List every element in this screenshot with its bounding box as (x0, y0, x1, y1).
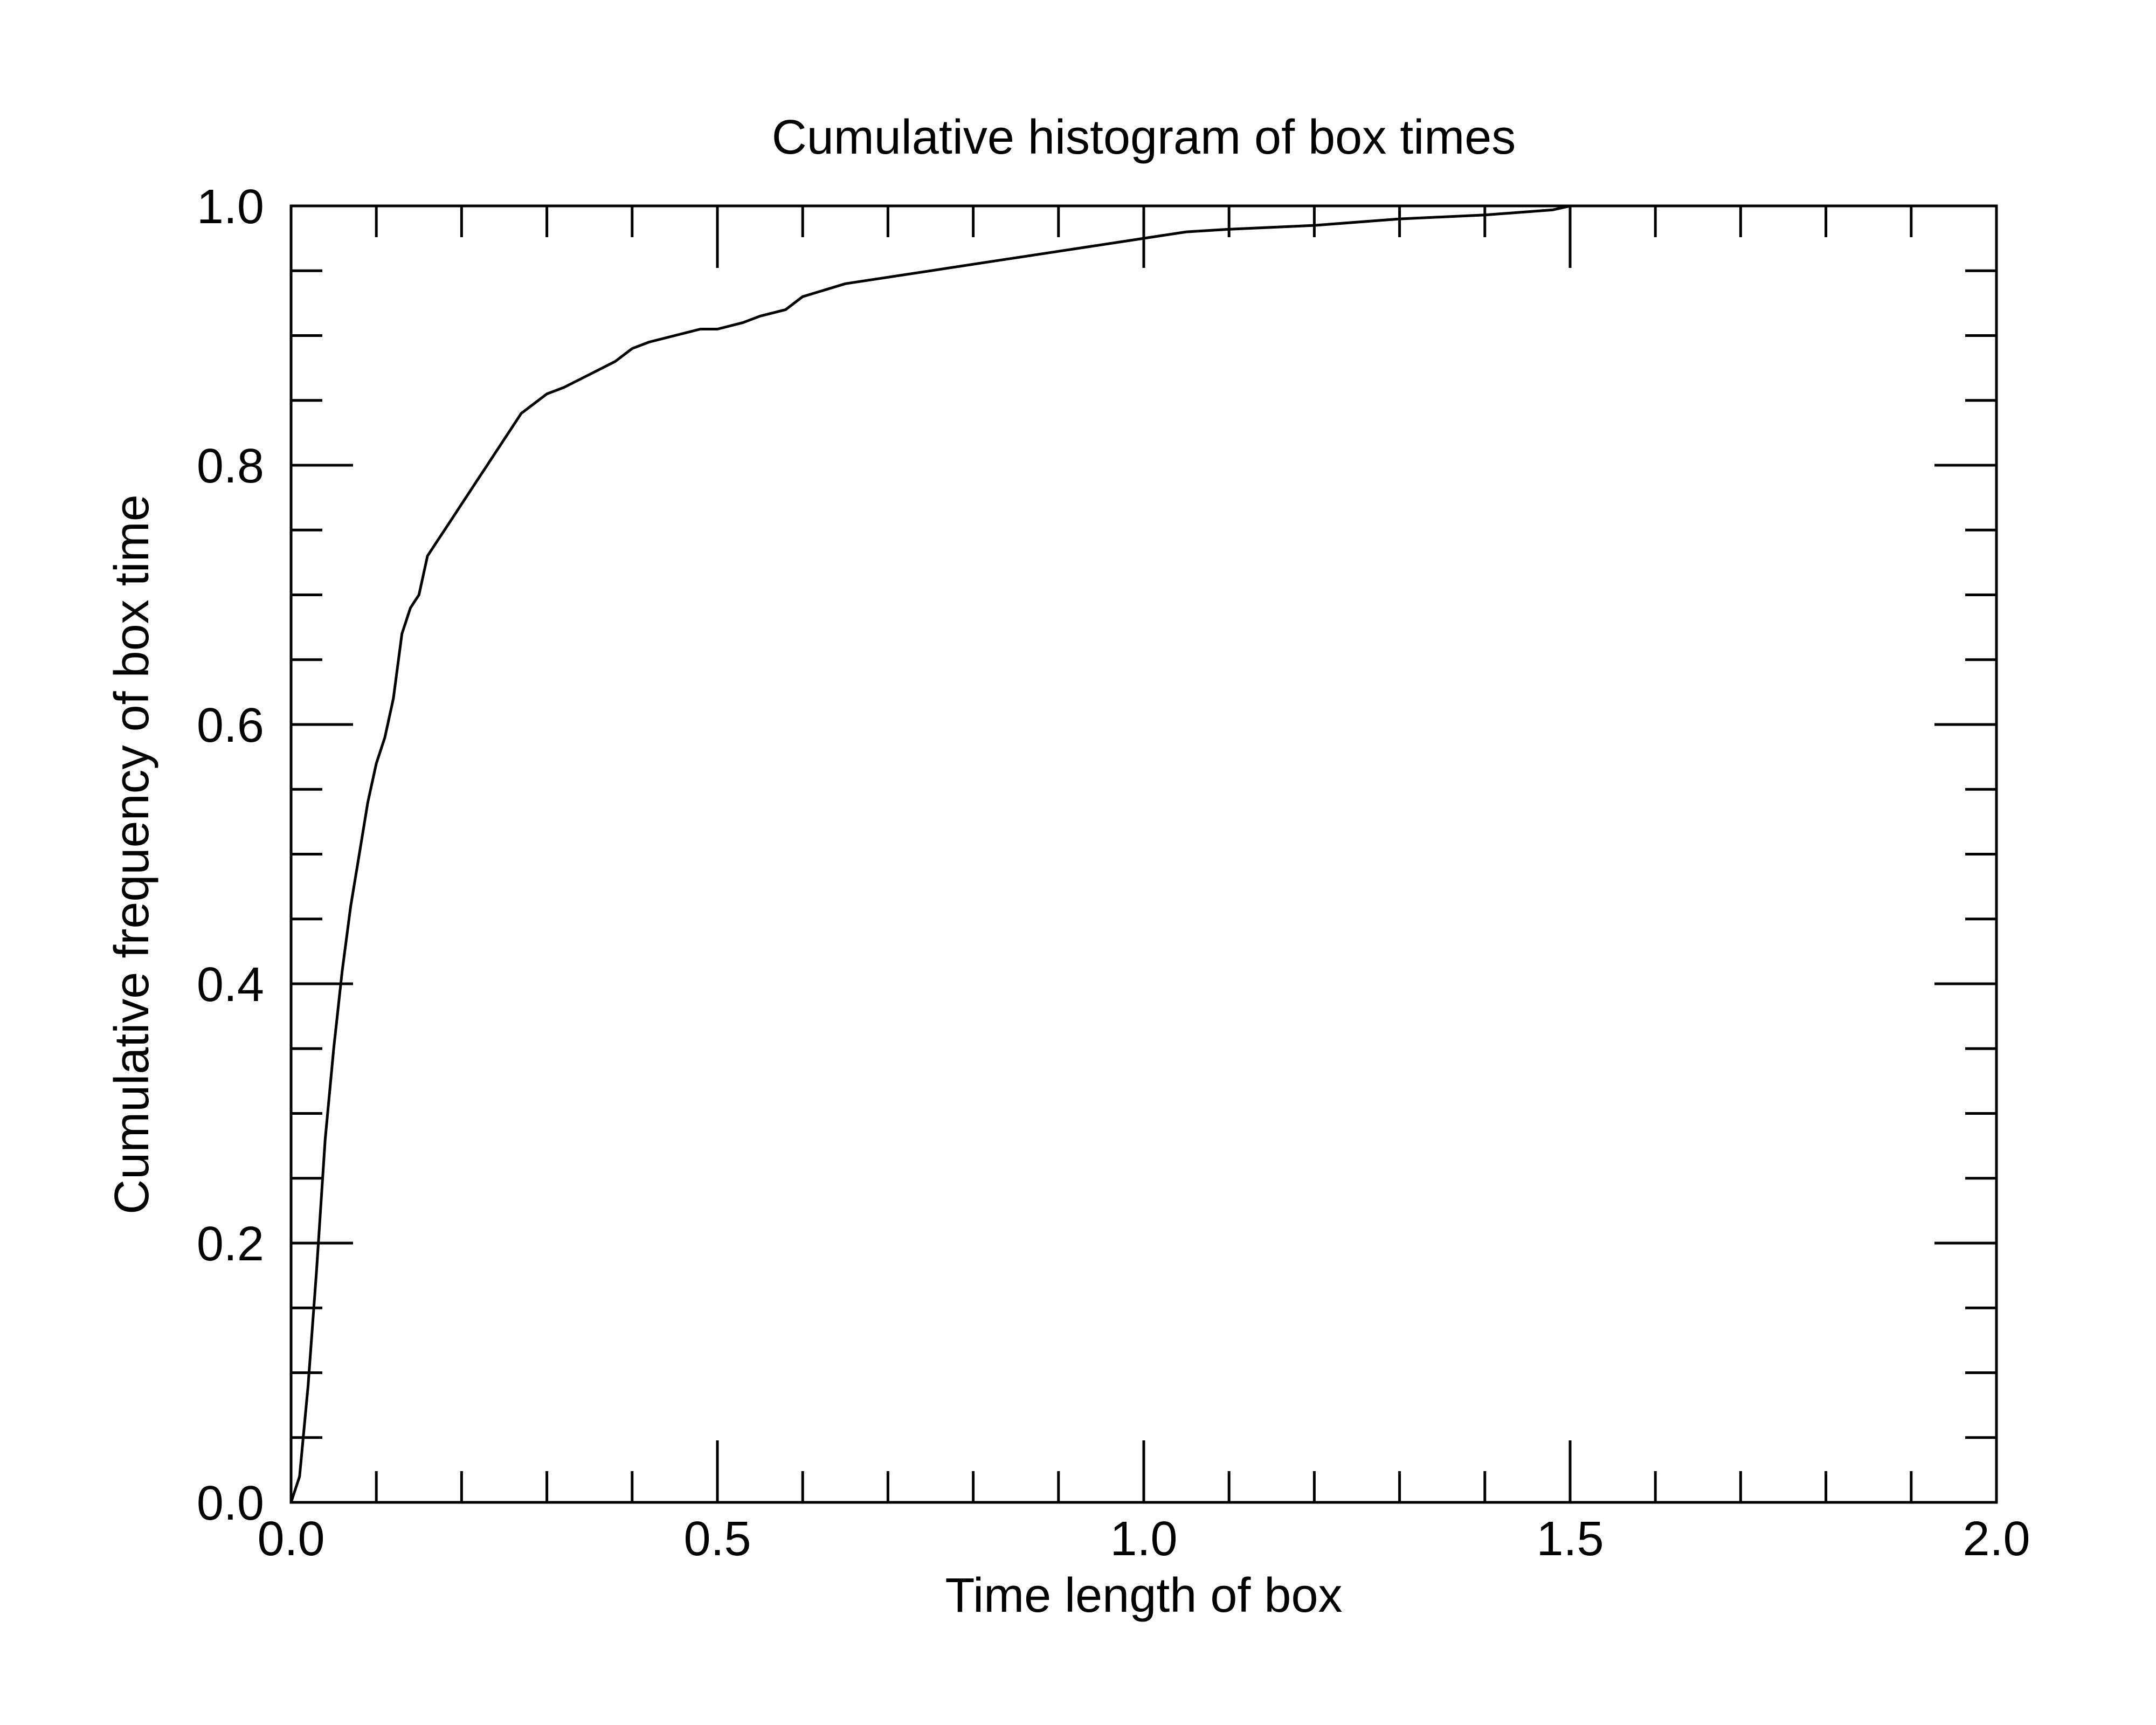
x-tick-label: 1.0 (1110, 1512, 1177, 1566)
series-line (289, 204, 1741, 1503)
x-tick-label: 1.5 (1536, 1512, 1604, 1566)
x-tick-label: 2.0 (1962, 1512, 2030, 1566)
y-tick-label: 0.0 (197, 1476, 264, 1530)
axis-ticks (291, 206, 1996, 1502)
y-tick-label: 0.8 (197, 439, 264, 493)
x-axis-label: Time length of box (945, 1569, 1342, 1623)
plot-frame (289, 204, 1998, 1504)
y-axis-label: Cumulative frequency of box time (105, 494, 159, 1215)
chart-title: Cumulative histogram of box times (772, 111, 1516, 164)
tick-labels: 0.0 0.5 1.0 1.5 2.0 0.0 0.2 0.4 0.6 0.8 1.0 (197, 180, 2030, 1566)
y-tick-label: 0.6 (197, 699, 264, 753)
x-tick-label: 0.0 (257, 1512, 324, 1566)
y-tick-label: 1.0 (197, 180, 264, 234)
y-tick-label: 0.2 (197, 1217, 264, 1271)
x-tick-label: 0.5 (683, 1512, 751, 1566)
y-tick-label: 0.4 (197, 958, 264, 1012)
